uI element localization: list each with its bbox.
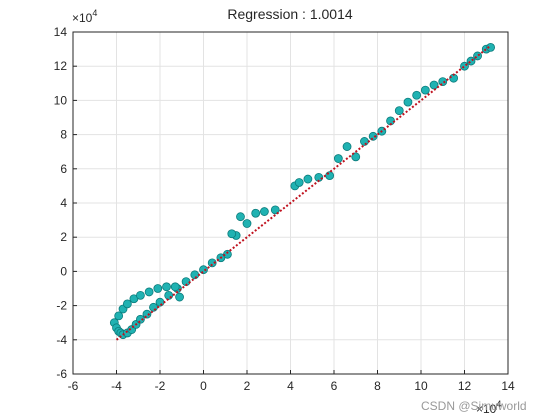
y-tick-label: -6 (56, 367, 67, 381)
point (175, 292, 184, 302)
point (227, 229, 237, 239)
point (142, 309, 152, 319)
y-tick-label: 4 (60, 196, 67, 210)
point (162, 282, 171, 292)
point (270, 205, 280, 215)
point (360, 137, 369, 146)
y-tick-label: 2 (60, 230, 67, 244)
x-tick-label: 8 (374, 379, 381, 393)
y-tick-label: -2 (56, 299, 67, 313)
point (333, 154, 343, 163)
y-tick-label: 0 (60, 264, 67, 278)
point (420, 85, 430, 95)
x-tick-label: 10 (414, 379, 428, 393)
point (223, 249, 232, 259)
point (473, 51, 482, 61)
y-tick-label: 12 (54, 59, 68, 73)
y-tick-label: 10 (54, 93, 68, 107)
x-tick-label: 12 (458, 379, 472, 393)
point (164, 290, 174, 300)
point (259, 207, 269, 216)
x-tick-label: 0 (200, 379, 207, 393)
y-tick-label: 8 (60, 128, 67, 142)
exponent-base: ×10 (72, 11, 93, 25)
point (303, 174, 313, 184)
point (438, 77, 448, 86)
point (136, 314, 145, 324)
point (199, 265, 208, 275)
y-tick-label: -4 (56, 333, 67, 347)
x-tick-label: 2 (244, 379, 251, 393)
x-tick-label: 4 (287, 379, 294, 393)
x-tick-label: 6 (331, 379, 338, 393)
point (325, 171, 335, 181)
exponent-power: 4 (496, 399, 501, 409)
point (429, 80, 439, 90)
point (170, 282, 180, 292)
regression-line (115, 44, 492, 341)
point (122, 299, 132, 309)
x-tick-label: 14 (501, 379, 515, 393)
point (155, 297, 165, 307)
point (394, 106, 404, 116)
y-exponent: ×104 (72, 8, 97, 25)
point (294, 178, 304, 187)
point (114, 311, 124, 321)
y-tick-label: 6 (60, 162, 67, 176)
point (136, 290, 145, 300)
x-tick-label: -2 (155, 379, 166, 393)
watermark: CSDN @Simuworld (421, 399, 527, 413)
y-tick-label: 14 (54, 25, 68, 39)
plot-frame (72, 31, 509, 375)
point (368, 131, 378, 141)
point (251, 208, 261, 218)
x-tick-label: -6 (68, 379, 79, 393)
exponent-base: ×10 (476, 402, 497, 416)
x-tick-label: -4 (111, 379, 122, 393)
exponent-power: 4 (92, 8, 97, 18)
point (486, 42, 496, 52)
point (190, 270, 200, 280)
point (207, 258, 217, 268)
point (412, 90, 422, 100)
point (153, 284, 163, 293)
chart-title: Regression : 1.0014 (227, 6, 353, 22)
point (403, 97, 413, 107)
point (351, 152, 361, 162)
x-exponent: ×104 (476, 399, 501, 416)
point (236, 212, 245, 222)
point (144, 287, 154, 297)
point (242, 219, 252, 228)
point (342, 142, 352, 151)
